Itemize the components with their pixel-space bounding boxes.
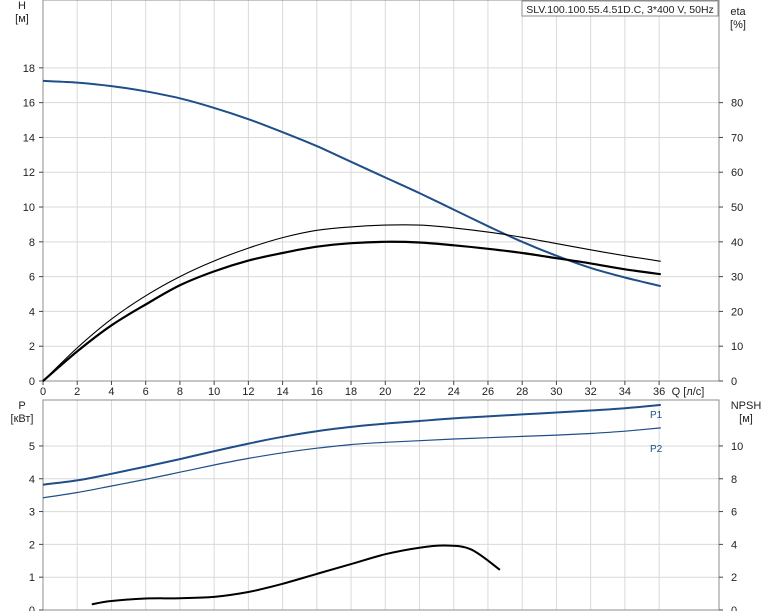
efficiency-thin-curve-line — [42, 224, 661, 382]
upper-right-tick-label: 10 — [731, 341, 743, 353]
upper-right-tick-label: 50 — [731, 202, 743, 214]
lower-plot-frame — [42, 399, 720, 611]
upper-x-axis-ticks: 0 2 4 6 8 10 12 14 16 18 20 22 24 26 28 30 32 34 36 — [40, 381, 665, 398]
lower-right-tick-label: 4 — [731, 539, 737, 551]
lower-right-axis-unit: [м] — [739, 413, 753, 425]
upper-x-tick-label: 4 — [108, 386, 114, 398]
upper-x-tick-label: 32 — [585, 386, 597, 398]
upper-x-tick-label: 8 — [177, 386, 183, 398]
upper-right-axis-title: eta — [730, 6, 746, 18]
p2-power-curve-line — [42, 427, 661, 499]
x-axis-title: Q [л/с] — [672, 386, 705, 398]
upper-right-axis-ticks: 0 10 20 30 40 50 60 70 80 — [719, 98, 743, 388]
upper-x-tick-label: 14 — [276, 386, 288, 398]
p1-power-curve-line — [42, 403, 661, 486]
upper-x-tick-label: 24 — [448, 386, 460, 398]
lower-left-tick-label: 4 — [29, 474, 35, 486]
upper-left-tick-label: 2 — [29, 341, 35, 353]
upper-x-tick-label: 12 — [242, 386, 254, 398]
lower-right-tick-label: 0 — [731, 605, 737, 611]
upper-left-tick-label: 0 — [29, 376, 35, 388]
upper-right-tick-label: 30 — [731, 272, 743, 284]
lower-right-tick-label: 10 — [731, 441, 743, 453]
pump-model-label: SLV.100.100.55.4.51D.C, 3*400 V, 50Hz — [526, 4, 714, 16]
upper-right-tick-label: 40 — [731, 237, 743, 249]
upper-right-tick-label: 20 — [731, 306, 743, 318]
upper-x-tick-label: 10 — [208, 386, 220, 398]
lower-series-group — [42, 403, 661, 606]
upper-left-axis-title: H — [18, 0, 26, 12]
head-curve-line — [42, 79, 662, 288]
lower-left-tick-label: 3 — [29, 507, 35, 519]
upper-left-tick-label: 18 — [23, 63, 35, 75]
lower-left-tick-label: 5 — [29, 441, 35, 453]
lower-right-tick-label: 6 — [731, 507, 737, 519]
upper-x-tick-label: 22 — [413, 386, 425, 398]
upper-left-tick-label: 10 — [23, 202, 35, 214]
lower-left-axis-ticks: 0 1 2 3 4 5 — [29, 441, 43, 616]
lower-right-axis-ticks: 0 2 4 6 8 10 — [719, 441, 743, 616]
upper-left-tick-label: 12 — [23, 167, 35, 179]
npsh-curve-line — [91, 544, 501, 606]
lower-right-axis-title: NPSH — [731, 400, 762, 412]
upper-x-tick-label: 36 — [653, 386, 665, 398]
upper-x-tick-label: 2 — [74, 386, 80, 398]
upper-x-tick-label: 0 — [40, 386, 46, 398]
upper-left-tick-label: 8 — [29, 237, 35, 249]
upper-left-axis-ticks: 0 2 4 6 8 10 12 14 16 18 — [23, 63, 43, 388]
upper-left-tick-label: 14 — [23, 132, 35, 144]
upper-grid — [43, 0, 719, 381]
lower-left-axis-title: P — [18, 400, 25, 412]
pump-label-box — [521, 0, 719, 17]
upper-x-tick-label: 18 — [345, 386, 357, 398]
lower-left-tick-label: 1 — [29, 572, 35, 584]
upper-x-tick-label: 28 — [516, 386, 528, 398]
upper-x-tick-label: 26 — [482, 386, 494, 398]
efficiency-curve-line — [42, 240, 661, 382]
upper-x-tick-label: 34 — [619, 386, 631, 398]
upper-x-tick-label: 20 — [379, 386, 391, 398]
lower-left-tick-label: 2 — [29, 539, 35, 551]
p2-legend-label: P2 — [650, 444, 663, 455]
upper-x-tick-label: 6 — [143, 386, 149, 398]
upper-right-tick-label: 70 — [731, 132, 743, 144]
upper-series-group — [42, 79, 662, 382]
upper-right-tick-label: 0 — [731, 376, 737, 388]
lower-right-tick-label: 2 — [731, 572, 737, 584]
upper-x-tick-label: 30 — [550, 386, 562, 398]
upper-right-tick-label: 80 — [731, 98, 743, 110]
upper-left-tick-label: 4 — [29, 306, 35, 318]
lower-left-tick-label: 0 — [29, 605, 35, 611]
lower-right-tick-label: 8 — [731, 474, 737, 486]
upper-right-axis-unit: [%] — [730, 19, 746, 31]
upper-left-axis-unit: [м] — [15, 13, 29, 25]
lower-grid — [43, 400, 719, 610]
p1-legend-label: P1 — [650, 410, 663, 421]
upper-left-tick-label: 16 — [23, 98, 35, 110]
upper-x-tick-label: 16 — [311, 386, 323, 398]
lower-left-axis-unit: [кВт] — [11, 413, 34, 425]
upper-right-tick-label: 60 — [731, 167, 743, 179]
upper-plot-frame — [42, 0, 720, 382]
upper-left-tick-label: 6 — [29, 272, 35, 284]
